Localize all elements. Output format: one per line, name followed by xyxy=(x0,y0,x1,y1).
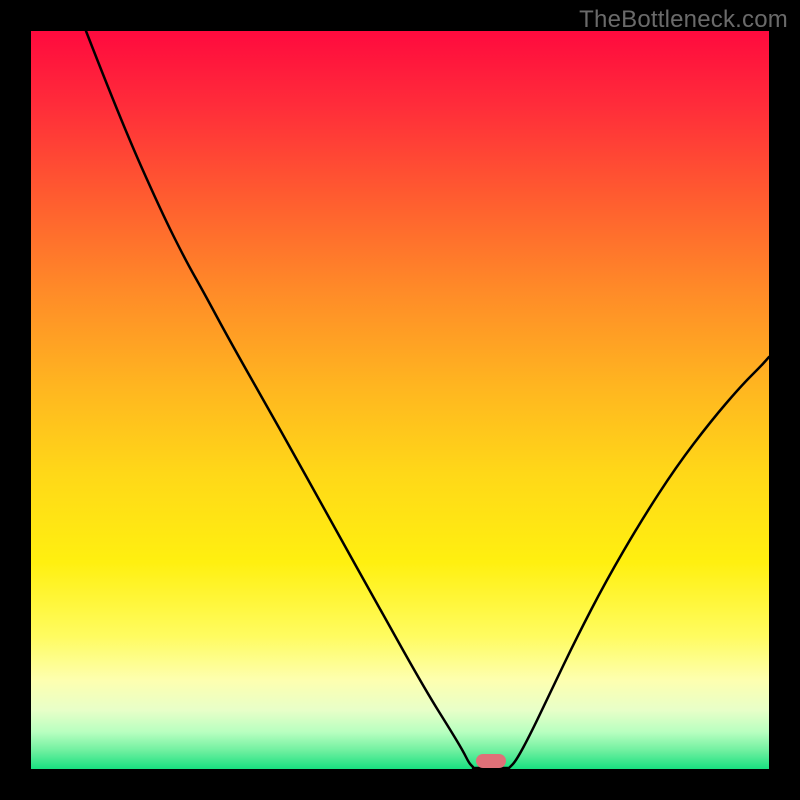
watermark-text: TheBottleneck.com xyxy=(579,6,788,34)
chart-frame: TheBottleneck.com xyxy=(0,0,800,800)
optimal-marker xyxy=(476,754,506,768)
background-gradient xyxy=(31,31,769,769)
chart-svg xyxy=(31,31,769,769)
plot-area xyxy=(31,31,769,769)
